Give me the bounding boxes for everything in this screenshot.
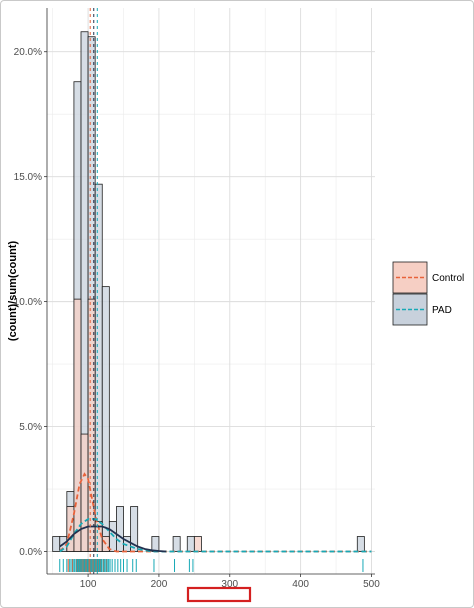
bar-control	[80, 433, 89, 552]
bar-pad	[101, 286, 110, 552]
bars-layer	[52, 31, 365, 552]
density-curves	[59, 472, 372, 553]
x-tick-label: 200	[151, 579, 168, 590]
x-tick-label: 300	[221, 579, 238, 590]
bar-control	[87, 298, 96, 552]
y-tick-label: 20.0%	[14, 47, 42, 58]
rug-marks	[59, 559, 364, 572]
bar-pad	[172, 536, 181, 552]
density-curve-pad	[59, 518, 372, 553]
mean-lines	[89, 8, 98, 574]
legend-label: Control	[432, 273, 464, 284]
legend-label: PAD	[432, 305, 452, 316]
bar-pad	[52, 536, 61, 552]
x-axis-title-highlight-box	[186, 586, 252, 603]
x-tick-label: 100	[80, 579, 97, 590]
bar-pad	[94, 183, 103, 552]
bar-pad	[151, 536, 160, 552]
x-tick-label: 400	[292, 579, 309, 590]
density-curve-combined	[59, 525, 167, 553]
bar-pad	[116, 506, 124, 552]
bar-control	[193, 536, 202, 552]
y-tick-label: 15.0%	[14, 172, 42, 183]
y-tick-label: 10.0%	[14, 297, 42, 308]
axes: 0.0% 5.0% 10.0% 15.0% 20.0% 100 200 300 400 500	[14, 8, 380, 590]
bar-pad	[186, 536, 195, 552]
y-tick-label: 0.0%	[19, 547, 42, 558]
legend: Control PAD	[392, 261, 464, 326]
y-axis-title: (count)/sum(count)	[7, 241, 19, 342]
density-curve-control	[59, 472, 372, 553]
bar-control	[73, 298, 82, 552]
bar-pad	[356, 536, 365, 552]
x-tick-label: 500	[363, 579, 380, 590]
y-tick-label: 5.0%	[19, 422, 42, 433]
